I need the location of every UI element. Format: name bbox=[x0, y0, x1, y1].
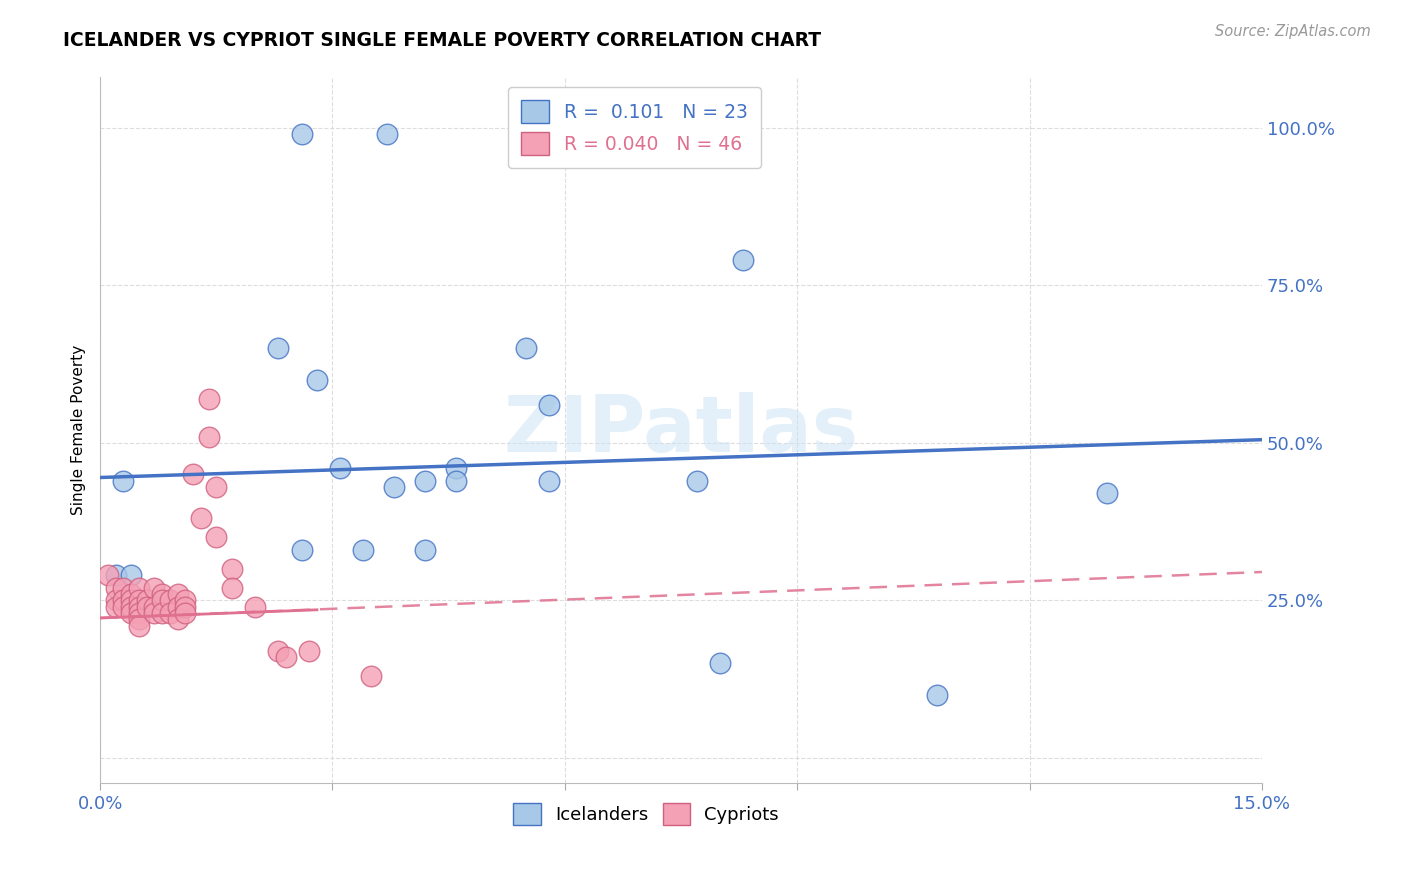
Point bbox=[709, 657, 731, 671]
Point bbox=[446, 474, 468, 488]
Point bbox=[128, 612, 150, 626]
Point bbox=[104, 593, 127, 607]
Point bbox=[128, 618, 150, 632]
Point bbox=[166, 612, 188, 626]
Point bbox=[290, 543, 312, 558]
Point bbox=[298, 644, 321, 658]
Point bbox=[104, 599, 127, 614]
Point bbox=[197, 392, 219, 406]
Point bbox=[120, 593, 142, 607]
Point bbox=[112, 593, 135, 607]
Legend: Icelanders, Cypriots: Icelanders, Cypriots bbox=[505, 794, 787, 834]
Point bbox=[166, 599, 188, 614]
Point bbox=[925, 688, 948, 702]
Point bbox=[353, 543, 375, 558]
Point bbox=[120, 587, 142, 601]
Point bbox=[1095, 486, 1118, 500]
Point bbox=[112, 599, 135, 614]
Point bbox=[159, 593, 181, 607]
Point bbox=[128, 599, 150, 614]
Point bbox=[415, 543, 437, 558]
Point bbox=[159, 606, 181, 620]
Point bbox=[274, 650, 297, 665]
Point bbox=[150, 593, 173, 607]
Point bbox=[190, 511, 212, 525]
Text: ICELANDER VS CYPRIOT SINGLE FEMALE POVERTY CORRELATION CHART: ICELANDER VS CYPRIOT SINGLE FEMALE POVER… bbox=[63, 31, 821, 50]
Point bbox=[128, 593, 150, 607]
Point bbox=[305, 373, 328, 387]
Point bbox=[375, 127, 398, 141]
Point bbox=[174, 599, 197, 614]
Point bbox=[150, 587, 173, 601]
Point bbox=[329, 461, 352, 475]
Point bbox=[205, 480, 228, 494]
Point bbox=[112, 581, 135, 595]
Point bbox=[104, 581, 127, 595]
Point bbox=[166, 587, 188, 601]
Point bbox=[112, 474, 135, 488]
Text: ZIPatlas: ZIPatlas bbox=[503, 392, 859, 468]
Point bbox=[135, 599, 157, 614]
Point bbox=[267, 644, 290, 658]
Point bbox=[205, 530, 228, 544]
Point bbox=[243, 599, 266, 614]
Point bbox=[731, 253, 754, 268]
Point bbox=[150, 606, 173, 620]
Point bbox=[360, 669, 382, 683]
Point bbox=[415, 474, 437, 488]
Point bbox=[181, 467, 204, 482]
Point bbox=[135, 593, 157, 607]
Point bbox=[128, 581, 150, 595]
Point bbox=[221, 581, 243, 595]
Point bbox=[267, 342, 290, 356]
Point bbox=[128, 606, 150, 620]
Point bbox=[515, 342, 537, 356]
Point bbox=[120, 568, 142, 582]
Y-axis label: Single Female Poverty: Single Female Poverty bbox=[72, 345, 86, 516]
Text: Source: ZipAtlas.com: Source: ZipAtlas.com bbox=[1215, 24, 1371, 39]
Point bbox=[290, 127, 312, 141]
Point bbox=[685, 474, 707, 488]
Point bbox=[384, 480, 406, 494]
Point bbox=[143, 606, 166, 620]
Point bbox=[174, 593, 197, 607]
Point bbox=[221, 562, 243, 576]
Point bbox=[97, 568, 120, 582]
Point bbox=[120, 599, 142, 614]
Point bbox=[538, 398, 561, 412]
Point bbox=[446, 461, 468, 475]
Point bbox=[538, 474, 561, 488]
Point bbox=[143, 599, 166, 614]
Point bbox=[143, 581, 166, 595]
Point bbox=[120, 606, 142, 620]
Point bbox=[104, 568, 127, 582]
Point bbox=[174, 606, 197, 620]
Point bbox=[197, 429, 219, 443]
